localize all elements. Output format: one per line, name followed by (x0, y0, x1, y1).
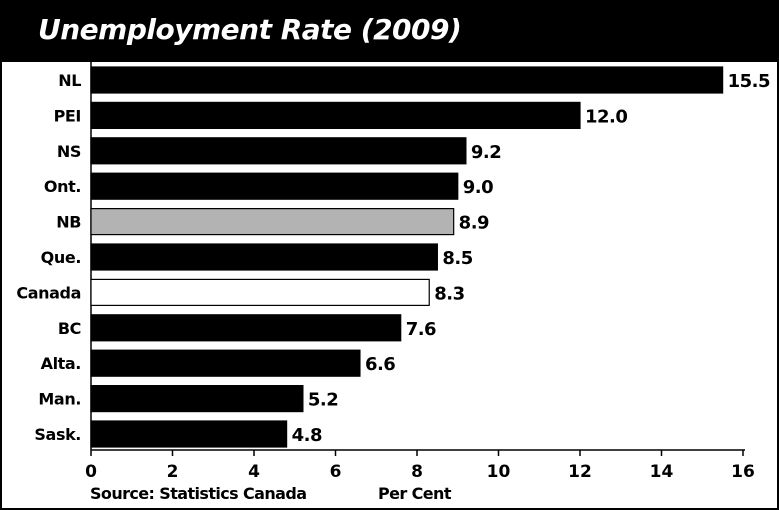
value-label: 15.5 (728, 71, 770, 92)
value-label: 8.5 (442, 248, 472, 269)
value-label: 7.6 (406, 319, 436, 340)
category-label: BC (58, 319, 81, 338)
x-tick-label: 0 (85, 462, 97, 482)
bar (90, 314, 402, 342)
bar (90, 420, 288, 448)
bar (90, 208, 455, 236)
x-tick-label: 16 (731, 462, 755, 482)
bar (90, 243, 438, 271)
x-axis-label: Per Cent (378, 484, 451, 503)
x-tick-label: 8 (411, 462, 423, 482)
source-note: Source: Statistics Canada (90, 484, 307, 503)
value-label: 12.0 (585, 106, 627, 127)
chart-title: Unemployment Rate (2009) (38, 13, 462, 46)
value-label: 9.2 (471, 142, 501, 163)
value-label: 8.3 (434, 283, 464, 304)
category-label: NL (58, 71, 81, 90)
category-label: Man. (38, 390, 81, 409)
x-tick-label: 6 (330, 462, 342, 482)
category-label: Canada (16, 283, 81, 302)
x-tick-label: 2 (167, 462, 179, 482)
x-tick-label: 4 (248, 462, 260, 482)
category-label: Sask. (34, 425, 81, 444)
category-label: Ont. (44, 177, 81, 196)
bar (90, 101, 581, 130)
x-tick-label: 10 (487, 462, 511, 482)
bar (90, 137, 467, 165)
bar (90, 172, 459, 200)
category-label: NS (57, 142, 81, 161)
category-label: NB (56, 213, 81, 232)
bar (90, 385, 304, 413)
value-label: 4.8 (292, 425, 322, 446)
value-label: 8.9 (459, 213, 489, 234)
bar (90, 278, 430, 306)
bar (90, 66, 724, 94)
category-label: PEI (54, 106, 81, 125)
category-label: Alta. (41, 354, 81, 373)
x-tick-label: 12 (568, 462, 592, 482)
title-bar: Unemployment Rate (2009) (2, 2, 777, 62)
value-label: 6.6 (365, 354, 395, 375)
bar (90, 349, 361, 377)
value-label: 5.2 (308, 390, 338, 411)
value-label: 9.0 (463, 177, 493, 198)
x-tick-label: 14 (650, 462, 674, 482)
category-label: Que. (41, 248, 81, 267)
